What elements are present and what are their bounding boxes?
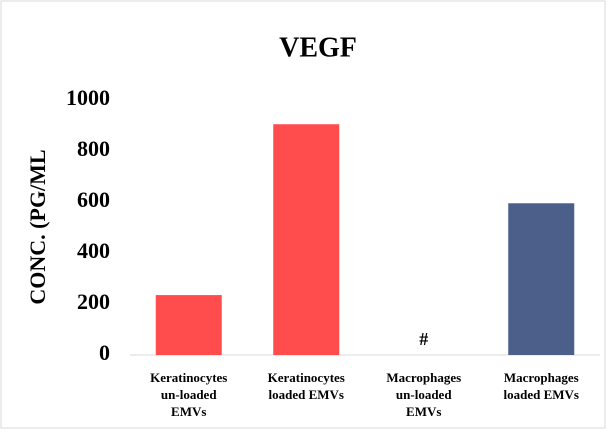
y-tick-label: 1000 [66,85,110,110]
data-label: # [419,329,428,349]
x-tick-label: loaded EMVs [504,387,579,402]
y-axis-label: CONC. (PG/ML [25,149,50,304]
x-tick-label: Keratinocytes [268,370,345,385]
y-tick-label: 400 [77,238,110,263]
x-tick-label: un-loaded [161,387,217,402]
x-tick-label: Keratinocytes [150,370,227,385]
x-tick-label: EMVs [171,404,206,419]
y-tick-label: 600 [77,187,110,212]
bar [508,203,575,355]
x-tick-label: Macrophages [504,370,579,385]
y-tick-label: 200 [77,289,110,314]
x-tick-label: EMVs [406,404,441,419]
bar [273,124,340,355]
x-tick-label: Macrophages [386,370,461,385]
x-tick-label: loaded EMVs [269,387,344,402]
y-tick-label: 0 [99,340,110,365]
x-tick-label: un-loaded [396,387,452,402]
y-tick-label: 800 [77,136,110,161]
bar [155,295,222,355]
chart-title: VEGF [279,32,357,63]
